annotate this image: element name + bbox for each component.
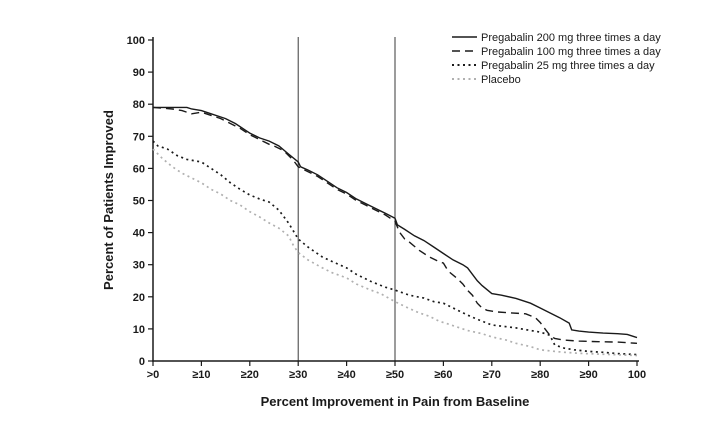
data-series — [152, 106, 638, 357]
x-tick-label: ≥70 — [483, 369, 501, 381]
x-tick-label: ≥30 — [289, 369, 307, 381]
legend-item: Pregabalin 25 mg three times a day — [452, 60, 655, 72]
y-tick-label: 20 — [133, 292, 145, 304]
x-tick-label: ≥10 — [192, 369, 210, 381]
x-tick-label: ≥50 — [386, 369, 404, 381]
legend-label: Pregabalin 25 mg three times a day — [481, 60, 655, 72]
x-tick-label: 100 — [628, 369, 646, 381]
x-axis-title: Percent Improvement in Pain from Baselin… — [261, 394, 530, 409]
series-line-0 — [153, 106, 638, 339]
x-tick-label: >0 — [147, 369, 160, 381]
x-tick-label: ≥20 — [241, 369, 259, 381]
y-tick-label: 0 — [139, 356, 145, 368]
series-line-1 — [152, 106, 638, 344]
legend-item: Pregabalin 100 mg three times a day — [452, 46, 661, 58]
y-tick-label: 50 — [133, 196, 145, 208]
y-tick-label: 90 — [133, 67, 145, 79]
x-tick-label: ≥90 — [579, 369, 597, 381]
axes: 0 10 20 30 40 50 60 70 80 90 100 >0 ≥10 ≥20 ≥30 ≥40 ≥50 ≥… — [127, 35, 647, 381]
y-tick-label: 70 — [133, 131, 145, 143]
y-tick-label: 100 — [127, 35, 145, 47]
legend-label: Pregabalin 100 mg three times a day — [481, 46, 661, 58]
y-tick-label: 30 — [133, 260, 145, 272]
y-tick-label: 10 — [133, 324, 145, 336]
legend-label: Placebo — [481, 74, 521, 86]
y-axis-title: Percent of Patients Improved — [101, 110, 116, 290]
y-tick-label: 80 — [133, 99, 145, 111]
series-line-3 — [152, 148, 638, 357]
y-tick-label: 60 — [133, 163, 145, 175]
x-tick-label: ≥60 — [434, 369, 452, 381]
x-tick-label: ≥80 — [531, 369, 549, 381]
legend-item: Pregabalin 200 mg three times a day — [452, 32, 661, 44]
legend-item: Placebo — [452, 74, 521, 86]
legend: Pregabalin 200 mg three times a day Preg… — [452, 32, 661, 86]
x-tick-label: ≥40 — [337, 369, 355, 381]
legend-label: Pregabalin 200 mg three times a day — [481, 32, 661, 44]
series-line-2 — [152, 140, 638, 356]
reference-lines — [297, 37, 396, 361]
y-tick-label: 40 — [133, 228, 145, 240]
